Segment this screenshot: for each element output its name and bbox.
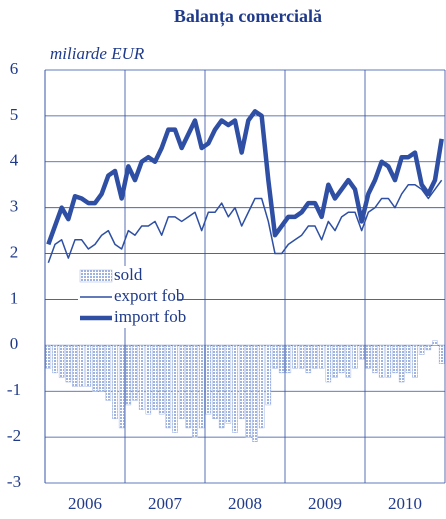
bar [145, 345, 152, 415]
bar [132, 345, 138, 401]
bar [78, 345, 85, 387]
y-tick-label: 5 [10, 105, 19, 124]
bar [372, 345, 378, 374]
bar [98, 345, 105, 392]
y-tick-label: 1 [10, 288, 19, 307]
bar [438, 345, 445, 364]
y-tick-label: -1 [7, 380, 21, 399]
bar [118, 345, 125, 429]
bar [225, 345, 232, 424]
bar [45, 345, 52, 369]
y-tick-label: 4 [10, 151, 19, 170]
y-tick-label: -3 [7, 472, 21, 491]
x-tick-label: 2010 [388, 494, 422, 513]
x-tick-label: 2009 [308, 494, 342, 513]
bar [312, 345, 318, 369]
bar [292, 345, 298, 369]
legend-label: sold [114, 265, 143, 284]
bar [205, 345, 212, 415]
legend-swatch [79, 269, 113, 283]
bar [245, 345, 252, 438]
legend-label: export fob [114, 286, 184, 305]
bar [152, 345, 158, 410]
bar [52, 345, 58, 374]
bar [112, 345, 118, 420]
chart-title: Balanța comercială [174, 6, 322, 27]
y-tick-label: 6 [10, 59, 19, 78]
bar [412, 345, 418, 378]
bar [72, 345, 78, 387]
line [47, 179, 443, 263]
bar [125, 345, 132, 406]
bar [105, 345, 112, 401]
bar [278, 345, 285, 374]
legend-label: import fob [114, 307, 186, 326]
y-tick-label: -2 [7, 426, 21, 445]
bar [212, 345, 218, 420]
bar [365, 345, 372, 369]
bar [185, 345, 192, 429]
bar [358, 345, 365, 360]
x-tick-label: 2007 [148, 494, 183, 513]
bar [238, 345, 245, 420]
bar [58, 345, 65, 378]
bar [352, 345, 358, 369]
bar [165, 345, 172, 429]
bar [298, 345, 305, 369]
bar [325, 345, 332, 383]
bar [318, 345, 325, 369]
bar [252, 345, 258, 442]
bar [265, 345, 272, 406]
bar [232, 345, 238, 433]
bar [138, 345, 145, 410]
subtitle: miliarde EUR [50, 44, 145, 63]
y-tick-label: 2 [10, 242, 19, 261]
y-tick-label: 0 [10, 334, 19, 353]
bar [405, 345, 412, 374]
bar [85, 345, 92, 387]
bar [338, 345, 345, 374]
bar [432, 340, 438, 346]
bar [192, 345, 198, 438]
bar [398, 345, 405, 383]
bar [378, 345, 385, 378]
bar [218, 345, 225, 429]
bar [392, 345, 398, 374]
bar [332, 345, 338, 378]
bar [65, 345, 72, 383]
bar [418, 345, 425, 355]
bar [92, 345, 98, 392]
bar [272, 345, 278, 369]
x-tick-label: 2006 [68, 494, 102, 513]
bar [178, 345, 185, 420]
line [46, 109, 444, 246]
bar [198, 345, 205, 429]
bar [425, 345, 432, 351]
bar [158, 345, 165, 415]
x-tick-label: 2008 [228, 494, 262, 513]
bar [285, 345, 292, 374]
bar [305, 345, 312, 374]
bar [345, 345, 352, 378]
y-tick-label: 3 [10, 197, 19, 216]
bar [258, 345, 265, 429]
bar [385, 345, 392, 378]
bar [172, 345, 178, 433]
